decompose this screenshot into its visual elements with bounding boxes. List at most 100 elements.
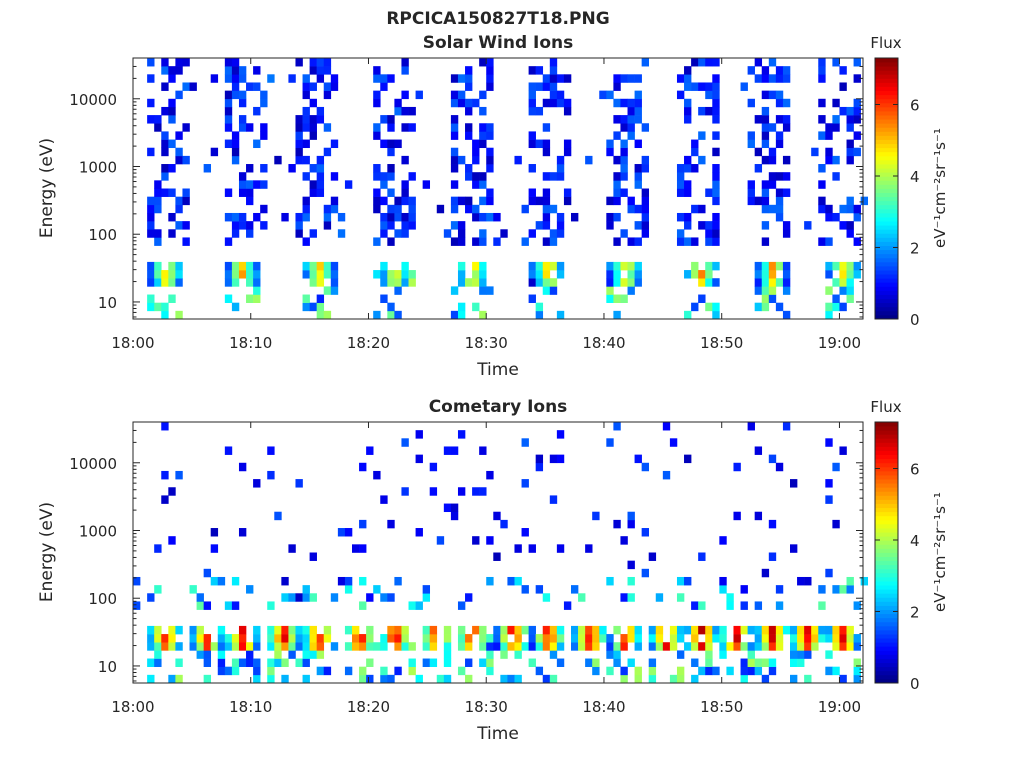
spectrogram-cell: [549, 172, 558, 181]
spectrogram-cell: [691, 674, 699, 684]
spectrogram-cell: [479, 58, 487, 67]
spectrogram-cell: [472, 261, 480, 271]
spectrogram-cell: [253, 66, 261, 75]
spectrogram-cell: [627, 123, 635, 132]
spectrogram-cell: [768, 58, 777, 67]
colorbar-segment: [875, 426, 898, 431]
spectrogram-cell: [825, 625, 833, 635]
spectrogram-cell: [768, 294, 777, 303]
spectrogram-cell: [394, 625, 402, 635]
spectrogram-cell: [161, 310, 169, 320]
spectrogram-cell: [373, 164, 381, 173]
spectrogram-cell: [775, 585, 784, 594]
spectrogram-cell: [465, 204, 473, 214]
spectrogram-cell: [549, 74, 558, 83]
spectrogram-cell: [387, 123, 395, 132]
spectrogram-cell: [479, 131, 487, 140]
spectrogram-cell: [839, 204, 847, 214]
spectrogram-cell: [224, 74, 233, 83]
spectrogram-cell: [479, 446, 487, 455]
spectrogram-cell: [761, 196, 770, 206]
spectrogram-cell: [726, 666, 734, 676]
spectrogram-cell: [231, 221, 240, 230]
spectrogram-cell: [175, 147, 183, 157]
spectrogram-cell: [161, 172, 169, 181]
spectrogram-cell: [401, 625, 409, 635]
spectrogram-cell: [846, 147, 854, 157]
spectrogram-cell: [231, 601, 240, 610]
colorbar-title: Flux: [870, 398, 901, 416]
spectrogram-cell: [203, 568, 212, 578]
spectrogram-cell: [684, 270, 692, 279]
spectrogram-cell: [373, 204, 381, 214]
spectrogram-cell: [238, 98, 247, 108]
spectrogram-cell: [839, 585, 847, 594]
spectrogram-cell: [380, 642, 388, 651]
spectrogram-cell: [231, 261, 240, 271]
spectrogram-cell: [373, 270, 381, 279]
spectrogram-cell: [147, 294, 155, 303]
spectrogram-cell: [698, 642, 706, 651]
spectrogram-cell: [175, 221, 183, 230]
spectrogram-cell: [401, 180, 409, 189]
spectrogram-cell: [161, 139, 169, 149]
spectrogram-cell: [846, 155, 854, 165]
spectrogram-cell: [853, 674, 861, 684]
spectrogram-cell: [260, 131, 268, 140]
spectrogram-cell: [627, 204, 635, 214]
spectrogram-cell: [147, 58, 155, 67]
spectrogram-cell: [500, 519, 508, 529]
spectrogram-cell: [224, 601, 233, 610]
spectrogram-cell: [754, 115, 763, 124]
spectrogram-cell: [832, 98, 840, 108]
colorbar-segment: [875, 422, 898, 427]
spectrogram-cell: [669, 634, 678, 643]
spectrogram-cell: [465, 634, 473, 643]
spectrogram-cell: [196, 634, 204, 643]
colorbar-segment: [875, 143, 898, 149]
spectrogram-cell: [267, 601, 275, 610]
panel-title: Cometary Ions: [429, 397, 568, 417]
spectrogram-cell: [860, 196, 869, 206]
spectrogram-cell: [217, 576, 226, 586]
spectrogram-cell: [281, 593, 289, 602]
spectrogram-cell: [542, 593, 551, 602]
spectrogram-cell: [775, 90, 784, 100]
spectrogram-cell: [457, 430, 466, 439]
spectrogram-cell: [620, 278, 628, 287]
spectrogram-cell: [401, 221, 409, 230]
spectrogram-cell: [295, 593, 303, 602]
spectrogram-cell: [825, 123, 833, 132]
spectrogram-cell: [761, 270, 770, 279]
spectrogram-cell: [479, 229, 487, 238]
spectrogram-cell: [705, 221, 713, 230]
spectrogram-cell: [853, 147, 861, 157]
spectrogram-cell: [408, 196, 416, 206]
spectrogram-cell: [853, 58, 861, 67]
spectrogram-cell: [768, 454, 777, 464]
spectrogram-cell: [641, 58, 650, 67]
spectrogram-cell: [846, 261, 854, 271]
x-tick-label: 18:10: [229, 698, 272, 716]
spectrogram-cell: [457, 270, 466, 279]
spectrogram-cell: [535, 221, 544, 230]
spectrogram-cell: [853, 115, 861, 124]
spectrogram-cell: [316, 115, 325, 124]
spectrogram-cell: [698, 155, 706, 165]
spectrogram-cell: [253, 139, 261, 149]
x-tick-label: 18:10: [229, 334, 272, 352]
spectrogram-cell: [818, 585, 826, 594]
spectrogram-cell: [768, 180, 777, 189]
spectrogram-cell: [648, 625, 657, 635]
spectrogram-cell: [542, 237, 551, 246]
colorbar-segment: [875, 662, 898, 668]
spectrogram-cell: [797, 642, 805, 651]
spectrogram-cell: [238, 123, 247, 132]
spectrogram-cell: [825, 310, 833, 320]
spectrogram-cell: [669, 674, 678, 684]
spectrogram-cell: [323, 82, 332, 91]
spectrogram-cell: [684, 221, 692, 230]
spectrogram-cell: [521, 585, 529, 594]
spectrogram-cell: [811, 147, 819, 157]
spectrogram-cell: [281, 634, 289, 643]
